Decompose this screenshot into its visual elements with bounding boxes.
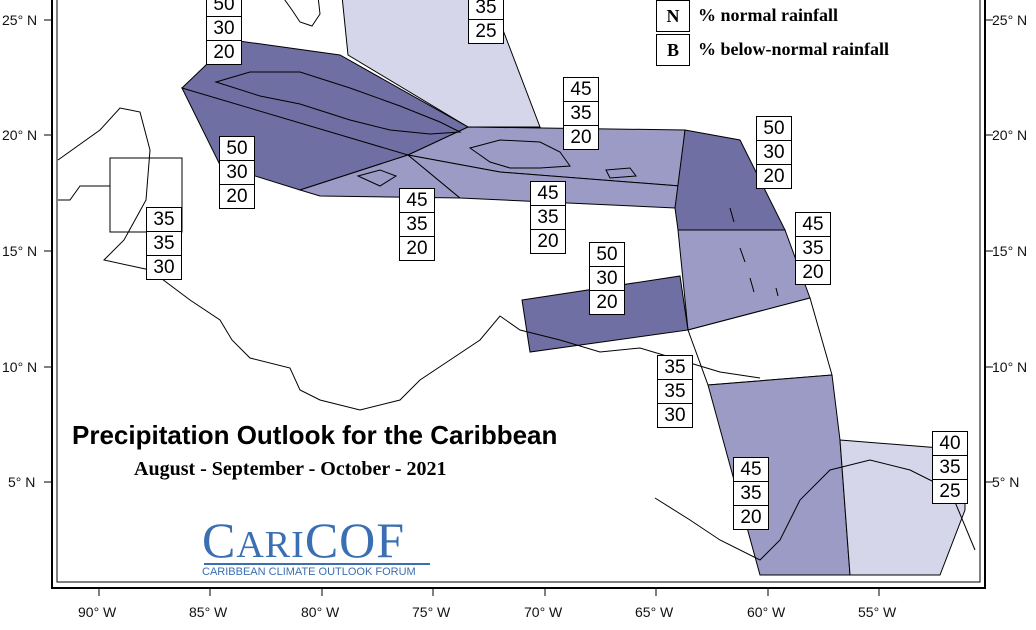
coast-mexico-gulf (58, 185, 110, 201)
coastlines (57, 0, 976, 561)
legend-text-below: % below-normal rainfall (698, 39, 889, 59)
prob-normal: 35 (796, 237, 830, 261)
prob-below: 20 (226, 186, 248, 207)
prob-above: 45 (531, 182, 565, 206)
prob-above: 50 (220, 137, 254, 161)
prob-box-northern-bahamas: 50 30 20 (206, 0, 242, 65)
lat-label-right-5: 5° N (992, 474, 1019, 490)
prob-above: 45 (796, 213, 830, 237)
lon-label-85: 85° W (189, 604, 228, 620)
lat-label-left-25: 25° N (2, 12, 37, 28)
prob-above: 40 (933, 432, 967, 456)
caricof-logo-wordmark: CARICOF (202, 512, 406, 568)
prob-box-bahamas: 35 25 (468, 0, 504, 44)
lat-label-left-5: 5° N (8, 474, 35, 490)
prob-above: 50 (590, 243, 624, 267)
prob-normal: 35 (564, 102, 598, 126)
coast-yucatan-central-america (57, 107, 761, 411)
prob-normal: 35 (933, 456, 967, 480)
lat-label-left-10: 10° N (2, 359, 37, 375)
prob-below: 20 (537, 231, 559, 252)
coast-puerto-rico (605, 167, 637, 179)
prob-box-jamaica: 45 35 20 (399, 188, 435, 261)
lat-label-left-20: 20° N (2, 127, 37, 143)
prob-below: 20 (596, 292, 618, 313)
prob-below: 30 (664, 405, 686, 426)
coast-florida (284, 0, 321, 27)
prob-box-leeward-islands: 50 30 20 (756, 116, 792, 189)
lat-label-right-20: 20° N (992, 127, 1027, 143)
prob-box-trinidad-tobago: 35 35 30 (657, 355, 693, 428)
lon-label-65: 65° W (635, 604, 674, 620)
caricof-logo-tagline: CARIBBEAN CLIMATE OUTLOOK FORUM (202, 566, 416, 578)
prob-normal: 35 (734, 482, 768, 506)
coast-south-america (654, 459, 976, 561)
lon-label-70: 70° W (524, 604, 563, 620)
prob-normal: 30 (207, 17, 241, 41)
lat-label-right-25: 25° N (992, 12, 1027, 28)
prob-normal: 35 (658, 380, 692, 404)
prob-above: 35 (147, 208, 181, 232)
prob-below: 20 (406, 238, 428, 259)
legend-key-below: B (656, 34, 690, 66)
prob-above: 50 (207, 0, 241, 17)
region-belize (109, 157, 183, 233)
prob-box-hispaniola-puerto-rico: 45 35 20 (563, 77, 599, 150)
lat-label-right-10: 10° N (992, 359, 1027, 375)
coast-hispaniola (468, 139, 571, 169)
prob-below: 25 (475, 21, 497, 42)
prob-box-southern-hispaniola: 45 35 20 (530, 181, 566, 254)
prob-normal: 35 (469, 0, 503, 20)
prob-below: 20 (802, 262, 824, 283)
legend-key-normal: N (656, 0, 690, 32)
prob-normal: 35 (400, 213, 434, 237)
coast-cuba (214, 71, 462, 135)
coast-jamaica (356, 169, 398, 187)
prob-above: 45 (734, 458, 768, 482)
prob-box-windward-islands: 45 35 20 (795, 212, 831, 285)
map-subtitle: August - September - October - 2021 (134, 458, 447, 480)
prob-above: 35 (658, 356, 692, 380)
lon-label-60: 60° W (747, 604, 786, 620)
coast-lesser-antilles (729, 207, 779, 297)
lon-label-90: 90° W (78, 604, 117, 620)
lon-label-75: 75° W (412, 604, 451, 620)
prob-box-abc-islands: 50 30 20 (589, 242, 625, 315)
prob-above: 45 (400, 189, 434, 213)
lon-label-80: 80° W (301, 604, 340, 620)
map-title: Precipitation Outlook for the Caribbean (72, 420, 558, 450)
caricof-logo: CARICOF CARIBBEAN CLIMATE OUTLOOK FORUM (200, 514, 434, 580)
prob-below: 20 (763, 166, 785, 187)
caricof-logo-rule (204, 563, 430, 565)
prob-box-belize: 35 35 30 (146, 207, 182, 280)
prob-below: 25 (939, 481, 961, 502)
lat-label-right-15: 15° N (992, 243, 1027, 259)
prob-above: 50 (757, 117, 791, 141)
prob-below: 20 (213, 42, 235, 63)
legend-text-normal: % normal rainfall (698, 5, 838, 25)
prob-below: 20 (570, 127, 592, 148)
lat-label-left-15: 15° N (2, 243, 37, 259)
lon-label-55: 55° W (858, 604, 897, 620)
prob-below: 20 (740, 507, 762, 528)
prob-box-suriname-french-guiana: 40 35 25 (932, 431, 968, 504)
prob-below: 30 (153, 257, 175, 278)
inner-frame (56, 0, 981, 583)
prob-normal: 30 (757, 141, 791, 165)
longitude-ticks (98, 588, 880, 596)
prob-normal: 30 (220, 161, 254, 185)
prob-normal: 35 (147, 232, 181, 256)
prob-box-cayman-jamaica-west: 50 30 20 (219, 136, 255, 209)
prob-normal: 35 (531, 206, 565, 230)
latitude-ticks (44, 19, 993, 483)
prob-box-guyana: 45 35 20 (733, 457, 769, 530)
prob-normal: 30 (590, 267, 624, 291)
prob-above: 45 (564, 78, 598, 102)
